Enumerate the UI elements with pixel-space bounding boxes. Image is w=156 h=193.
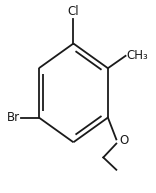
Text: Cl: Cl: [68, 5, 79, 18]
Text: O: O: [119, 134, 128, 147]
Text: CH₃: CH₃: [126, 49, 148, 62]
Text: Br: Br: [7, 111, 20, 124]
